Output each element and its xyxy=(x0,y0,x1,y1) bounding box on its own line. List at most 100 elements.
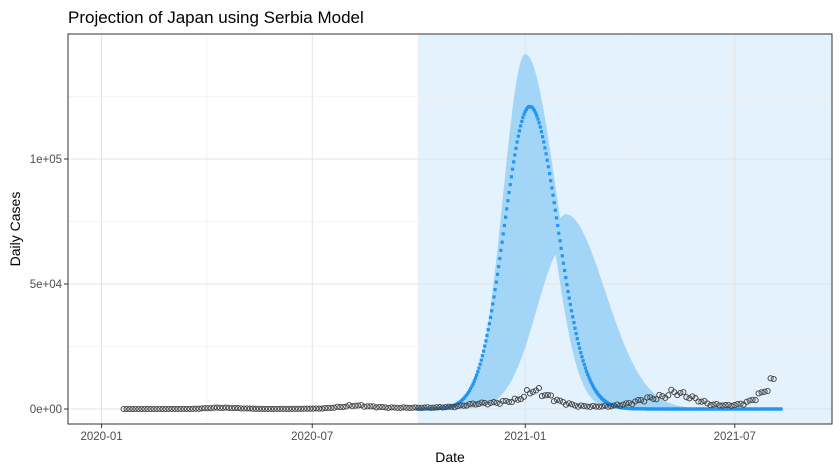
observed-point xyxy=(665,392,672,399)
observed-point xyxy=(379,404,386,411)
x-axis: 2020-01 2020-07 2021-01 2021-07 xyxy=(80,424,756,443)
observed-point xyxy=(427,404,434,411)
observed-point xyxy=(409,404,416,411)
observed-point xyxy=(198,405,205,412)
observed-point xyxy=(304,405,311,412)
observed-point xyxy=(183,405,190,412)
observed-point xyxy=(331,404,338,411)
projection-point xyxy=(559,246,563,250)
observed-point xyxy=(153,405,160,413)
chart-title: Projection of Japan using Serbia Model xyxy=(68,8,364,27)
x-tick-label: 2020-07 xyxy=(291,431,333,443)
observed-point xyxy=(255,405,263,412)
observed-point xyxy=(346,402,353,409)
projection-point xyxy=(523,109,527,114)
observed-point xyxy=(322,405,329,412)
projection-point xyxy=(531,107,535,111)
projection-point xyxy=(583,366,587,370)
observed-point xyxy=(177,405,184,412)
observed-point xyxy=(316,405,323,412)
observed-point xyxy=(584,403,591,410)
observed-point xyxy=(499,397,506,405)
projection-point xyxy=(521,115,525,120)
observed-point xyxy=(286,405,293,412)
projection-point xyxy=(593,387,597,391)
projection-point xyxy=(509,175,513,179)
projection-point xyxy=(514,146,518,150)
observed-point xyxy=(141,405,148,413)
observed-point xyxy=(523,387,530,394)
observed-point xyxy=(481,399,488,406)
projection-point xyxy=(477,366,481,370)
observed-point xyxy=(692,395,699,402)
observed-point xyxy=(508,399,515,406)
observed-point xyxy=(611,402,618,409)
observed-point xyxy=(617,402,624,409)
projection-point xyxy=(544,152,548,156)
observed-point xyxy=(535,385,542,392)
observed-point xyxy=(325,404,332,412)
observed-point xyxy=(626,399,633,406)
observed-point xyxy=(698,398,705,405)
observed-point xyxy=(562,401,570,408)
observed-point xyxy=(707,402,714,409)
observed-point xyxy=(529,388,536,395)
observed-point xyxy=(605,403,612,410)
observed-point xyxy=(313,405,320,412)
observed-point xyxy=(373,404,380,411)
projection-point xyxy=(581,359,585,363)
projection-point xyxy=(539,130,543,134)
projection-point xyxy=(574,332,578,336)
observed-point xyxy=(484,401,491,408)
projection-point xyxy=(508,183,512,187)
observed-point xyxy=(541,392,548,399)
observed-point xyxy=(189,405,196,412)
observed-point xyxy=(436,404,443,411)
observed-point xyxy=(382,404,389,411)
projection-point xyxy=(522,112,526,116)
projection-point xyxy=(486,328,490,332)
projection-point xyxy=(482,349,486,353)
observed-point xyxy=(439,404,446,411)
projection-point xyxy=(505,207,509,211)
observed-point xyxy=(565,400,573,407)
observed-point xyxy=(490,399,497,406)
observed-point xyxy=(590,402,597,409)
observed-point xyxy=(204,405,211,412)
observed-point xyxy=(644,394,651,401)
observed-point xyxy=(367,403,374,410)
observed-point xyxy=(547,392,554,399)
projection-point xyxy=(499,248,503,252)
observed-point xyxy=(298,405,305,412)
projection-point xyxy=(576,342,581,346)
projection-point xyxy=(567,296,571,300)
observed-point xyxy=(514,396,521,403)
projection-point xyxy=(519,124,523,128)
observed-point xyxy=(418,404,425,411)
confidence-band-layer xyxy=(417,54,782,409)
observed-point xyxy=(445,403,452,410)
observed-point xyxy=(334,403,341,410)
observed-point xyxy=(770,375,777,383)
projection-point xyxy=(582,362,586,367)
projection-point xyxy=(591,385,596,389)
projection-point xyxy=(556,223,560,228)
observed-point xyxy=(216,404,223,411)
observed-point xyxy=(553,396,561,403)
observed-point xyxy=(231,405,238,412)
observed-point xyxy=(550,398,558,405)
projection-point xyxy=(492,295,496,299)
observed-point xyxy=(725,401,732,408)
observed-point xyxy=(743,398,750,405)
projection-point xyxy=(578,346,582,350)
observed-point xyxy=(761,388,768,395)
projection-point xyxy=(512,160,516,164)
projection-point xyxy=(491,302,495,306)
projection-point xyxy=(571,315,575,319)
projection-point xyxy=(564,276,568,280)
observed-point xyxy=(704,400,711,407)
observed-point xyxy=(635,397,642,404)
observed-point xyxy=(358,402,365,409)
projection-point xyxy=(501,232,505,236)
projection-point xyxy=(554,216,559,220)
